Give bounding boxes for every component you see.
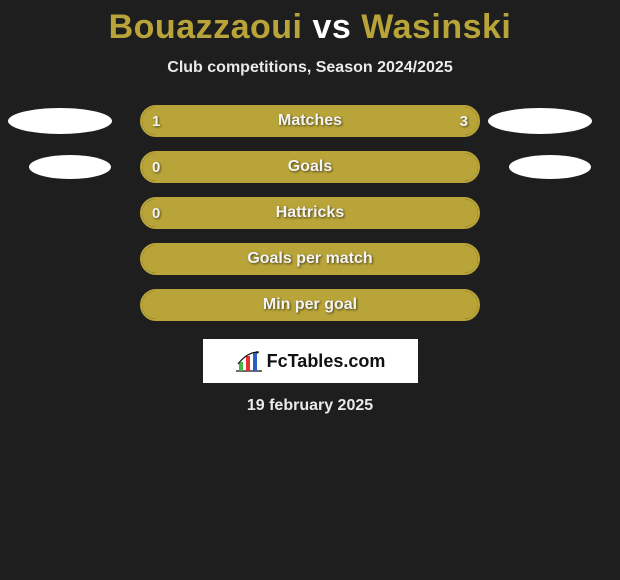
stat-bar-value-right: 3 [460,107,468,135]
avatar [488,108,592,134]
stat-bar-fill-right [142,153,478,181]
stat-row: Goals per match [0,243,620,275]
bar-chart-icon [235,350,263,372]
stat-bar-fill-right [142,199,478,227]
stat-row: Min per goal [0,289,620,321]
title-player1: Bouazzaoui [109,8,303,46]
logo-box: FcTables.com [203,339,418,383]
comparison-container: Bouazzaoui vs Wasinski Club competitions… [0,0,620,415]
stat-bar-fill-right [142,291,478,319]
stat-bar-track: Matches13 [140,105,480,137]
stat-bar-fill-right [142,245,478,273]
avatar [29,155,111,179]
page-title: Bouazzaoui vs Wasinski [0,8,620,47]
stat-bar-track: Min per goal [140,289,480,321]
title-player2: Wasinski [361,8,511,46]
subtitle: Club competitions, Season 2024/2025 [0,59,620,77]
stat-bar-track: Goals per match [140,243,480,275]
stat-row: Hattricks0 [0,197,620,229]
stat-bar-track: Hattricks0 [140,197,480,229]
stat-bar-fill-right [226,107,478,135]
avatar [8,108,112,134]
stat-bar-value-left: 0 [152,153,160,181]
stat-bar-track: Goals0 [140,151,480,183]
date: 19 february 2025 [0,397,620,415]
logo-text: FcTables.com [267,351,386,372]
stat-rows: Matches13Goals0Hattricks0Goals per match… [0,105,620,321]
title-vs: vs [312,8,351,46]
stat-bar-value-left: 1 [152,107,160,135]
avatar [509,155,591,179]
stat-bar-value-left: 0 [152,199,160,227]
